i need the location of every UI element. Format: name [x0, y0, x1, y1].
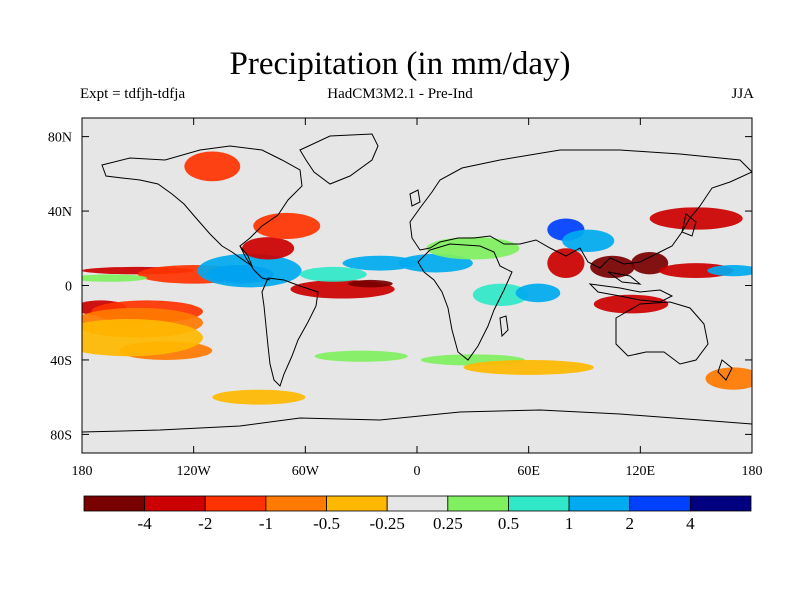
- colorbar-label: 2: [625, 514, 634, 533]
- precip-anomaly-patch-29: [184, 151, 241, 182]
- precip-anomaly-patch-16: [398, 253, 473, 273]
- lat-tick-label: 0: [65, 280, 72, 295]
- colorbar-swatch-1: [144, 495, 206, 512]
- precip-anomaly-patch-14: [299, 266, 367, 282]
- model-label: HadCM3M2.1 - Pre-Ind: [327, 86, 473, 102]
- lat-tick-label: 80N: [48, 131, 72, 146]
- coastline-madagascar: [499, 315, 509, 338]
- coastline-greenland: [299, 133, 379, 185]
- precip-anomaly-patch-18: [472, 283, 529, 306]
- colorbar-swatch-7: [508, 495, 570, 512]
- lon-tick-label: 0: [414, 464, 421, 479]
- coastline-antarctica: [82, 409, 752, 433]
- precip-anomaly-patch-10: [242, 237, 295, 260]
- coastline-japan: [681, 213, 697, 237]
- lon-tick-label: 60E: [517, 464, 540, 479]
- colorbar-label: -0.25: [369, 514, 404, 533]
- coastline-africa: [417, 243, 513, 361]
- precip-anomaly-patch-25: [593, 294, 669, 314]
- coastline-south-america: [261, 277, 319, 387]
- precip-anomaly-patch-32: [463, 359, 594, 375]
- precip-anomaly-patch-34: [705, 367, 752, 390]
- colorbar-swatch-4: [326, 495, 388, 512]
- colorbar-swatch-5: [386, 495, 449, 512]
- precip-anomaly-patch-23: [590, 255, 635, 279]
- precip-anomaly-patch-30: [314, 350, 408, 362]
- colorbar: -4 -2 -1 -0.5 -0.25 0.25 0.5 1 2 4: [83, 495, 752, 533]
- colorbar-label: 1: [565, 514, 574, 533]
- coastline-new-zealand: [717, 359, 733, 381]
- precip-anomaly-patch-15: [342, 255, 417, 271]
- plot-title: Precipitation (in mm/day): [229, 46, 571, 82]
- precip-anomaly-patch-26: [649, 207, 743, 230]
- lat-tick-label: 40N: [48, 205, 72, 220]
- precip-anomaly-patch-24: [631, 251, 669, 275]
- lon-tick-label: 180: [742, 464, 763, 479]
- colorbar-label: -0.5: [313, 514, 340, 533]
- colorbar-swatch-3: [265, 495, 327, 512]
- coastline-maritime-continent: [588, 271, 674, 303]
- lat-tick-label: 40S: [50, 354, 72, 369]
- experiment-label: Expt = tdfjh-tdfja: [80, 86, 186, 102]
- colorbar-swatch-9: [629, 495, 691, 512]
- coastline-uk: [409, 189, 421, 207]
- precip-anomaly-patch-13: [348, 279, 393, 288]
- colorbar-swatch-6: [447, 495, 509, 512]
- precip-anomaly-patch-17: [426, 237, 520, 260]
- coastline-eurasia: [409, 149, 752, 269]
- precip-anomaly-patch-7: [82, 274, 148, 282]
- lat-tick-label: 80S: [50, 428, 72, 443]
- precip-anomaly-patch-28: [707, 265, 752, 277]
- lon-tick-label: 60W: [292, 464, 320, 479]
- lon-tick-label: 120W: [177, 464, 212, 479]
- colorbar-label: 0.25: [433, 514, 463, 533]
- colorbar-swatch-2: [204, 495, 267, 512]
- coastline-australia: [615, 301, 709, 365]
- colorbar-label: -4: [138, 514, 153, 533]
- colorbar-swatch-8: [568, 495, 631, 512]
- colorbar-label: 0.5: [498, 514, 519, 533]
- coastlines-layer: [82, 133, 752, 433]
- precip-anomaly-patch-4: [82, 319, 203, 357]
- colorbar-swatch-0: [83, 495, 146, 512]
- lon-tick-label: 180: [72, 464, 93, 479]
- map-background: [82, 118, 752, 453]
- precip-anomaly-patch-33: [212, 389, 306, 405]
- colorbar-label: 4: [686, 514, 695, 533]
- precip-anomaly-patch-11: [253, 212, 321, 239]
- coastline-north-america: [101, 145, 303, 268]
- precip-anomaly-patch-21: [562, 229, 615, 252]
- precip-anomaly-patch-22: [547, 248, 585, 279]
- colorbar-swatch-10: [689, 495, 752, 512]
- colorbar-label: -2: [198, 514, 212, 533]
- map-axes: 180 120W 60W 0 60E 120E 180 80N 40N 0 40S 80S: [48, 118, 763, 479]
- season-label: JJA: [731, 86, 754, 102]
- colorbar-label: -1: [259, 514, 273, 533]
- precip-anomaly-patch-19: [515, 283, 561, 303]
- lon-tick-label: 120E: [626, 464, 656, 479]
- coastline-central-america: [239, 245, 271, 281]
